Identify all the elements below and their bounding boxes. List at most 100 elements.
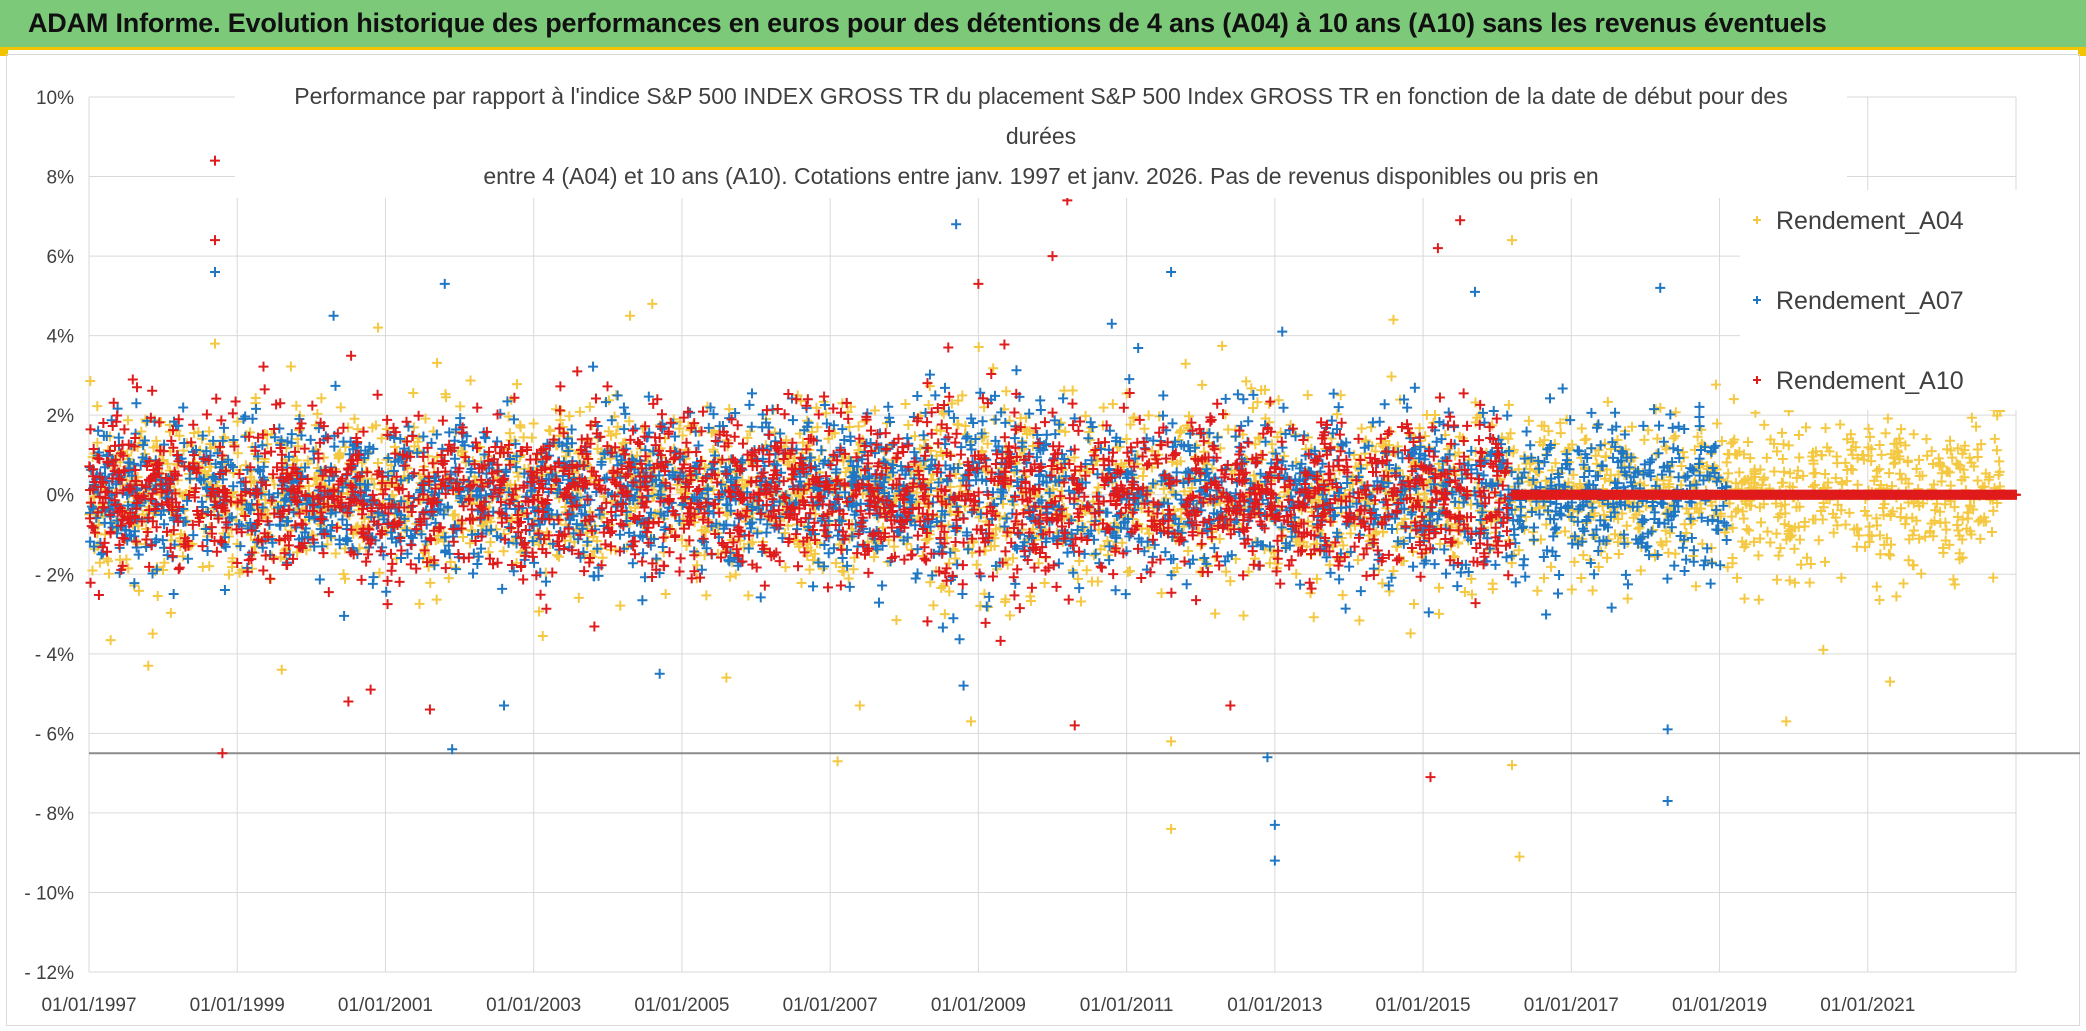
data-point	[1067, 385, 1078, 396]
data-point	[1749, 536, 1760, 547]
data-point	[1568, 505, 1579, 516]
data-point	[977, 416, 988, 427]
data-point	[1160, 547, 1171, 558]
data-point	[1035, 404, 1046, 415]
data-point	[939, 609, 950, 620]
data-point	[912, 390, 923, 401]
data-point	[1836, 505, 1847, 516]
data-point	[515, 422, 526, 433]
data-point	[432, 357, 443, 368]
data-point	[309, 472, 320, 483]
data-point	[1058, 393, 1069, 404]
data-point	[1598, 509, 1609, 520]
data-point	[775, 428, 786, 439]
data-point	[1220, 393, 1231, 404]
data-point	[322, 539, 333, 550]
data-point	[1805, 558, 1816, 569]
data-point	[1560, 526, 1571, 537]
data-point	[1429, 559, 1440, 570]
data-point	[1690, 581, 1701, 592]
data-point	[971, 559, 982, 570]
data-point	[1337, 590, 1348, 601]
data-point	[1991, 445, 2002, 456]
data-point	[219, 585, 230, 596]
data-point	[1863, 423, 1874, 434]
data-point	[627, 558, 638, 569]
data-point	[1884, 468, 1895, 479]
data-point	[1252, 397, 1263, 408]
data-point	[1093, 482, 1104, 493]
data-point	[1783, 440, 1794, 451]
data-point	[1098, 402, 1109, 413]
data-point	[1378, 526, 1389, 537]
data-point	[1908, 525, 1919, 536]
data-point	[1634, 506, 1645, 517]
data-point	[1523, 415, 1534, 426]
data-point	[1199, 446, 1210, 457]
data-point	[1158, 483, 1169, 494]
data-point	[498, 546, 509, 557]
data-point	[1694, 453, 1705, 464]
data-point	[373, 322, 384, 333]
data-point	[316, 393, 327, 404]
data-point	[1136, 523, 1147, 534]
data-point	[1716, 436, 1727, 447]
data-point	[637, 595, 648, 606]
data-point	[612, 390, 623, 401]
data-point	[122, 415, 133, 426]
data-point	[1741, 524, 1752, 535]
data-point	[1593, 561, 1604, 572]
data-point	[1074, 555, 1085, 566]
data-point	[177, 551, 188, 562]
data-point	[1055, 417, 1066, 428]
data-point	[573, 592, 584, 603]
data-point	[1842, 434, 1853, 445]
data-point	[1166, 736, 1177, 747]
data-point	[938, 580, 949, 591]
data-point	[1769, 466, 1780, 477]
data-point	[85, 376, 96, 387]
data-point	[1551, 522, 1562, 533]
data-point	[1612, 434, 1623, 445]
data-point	[1210, 608, 1221, 619]
data-point	[1391, 541, 1402, 552]
data-point	[1639, 434, 1650, 445]
data-point	[1015, 413, 1026, 424]
data-point	[1918, 498, 1929, 509]
data-point	[133, 585, 144, 596]
data-point	[1621, 520, 1632, 531]
data-point	[87, 565, 98, 576]
data-point	[1793, 429, 1804, 440]
data-point	[584, 401, 595, 412]
data-point	[1742, 436, 1753, 447]
data-point	[660, 588, 671, 599]
data-point	[1510, 577, 1521, 588]
data-point	[1183, 546, 1194, 557]
data-point	[1753, 594, 1764, 605]
data-point	[1278, 402, 1289, 413]
data-point	[811, 402, 822, 413]
data-point	[701, 590, 712, 601]
data-point	[612, 421, 623, 432]
data-point	[1669, 560, 1680, 571]
data-point	[1864, 521, 1875, 532]
data-point	[276, 664, 287, 675]
data-point	[1409, 382, 1420, 393]
data-point	[618, 402, 629, 413]
data-point	[1308, 612, 1319, 623]
data-point	[1761, 452, 1772, 463]
data-point	[1184, 411, 1195, 422]
data-point	[1677, 542, 1688, 553]
data-point	[1074, 583, 1085, 594]
data-point	[1694, 411, 1705, 422]
data-point	[1221, 566, 1232, 577]
data-point	[1953, 525, 1964, 536]
data-point	[168, 589, 179, 600]
data-point	[937, 622, 948, 633]
data-point	[136, 426, 147, 437]
data-point	[1470, 397, 1481, 408]
data-point	[425, 577, 436, 588]
data-point	[1339, 489, 1350, 500]
data-point	[1681, 528, 1692, 539]
